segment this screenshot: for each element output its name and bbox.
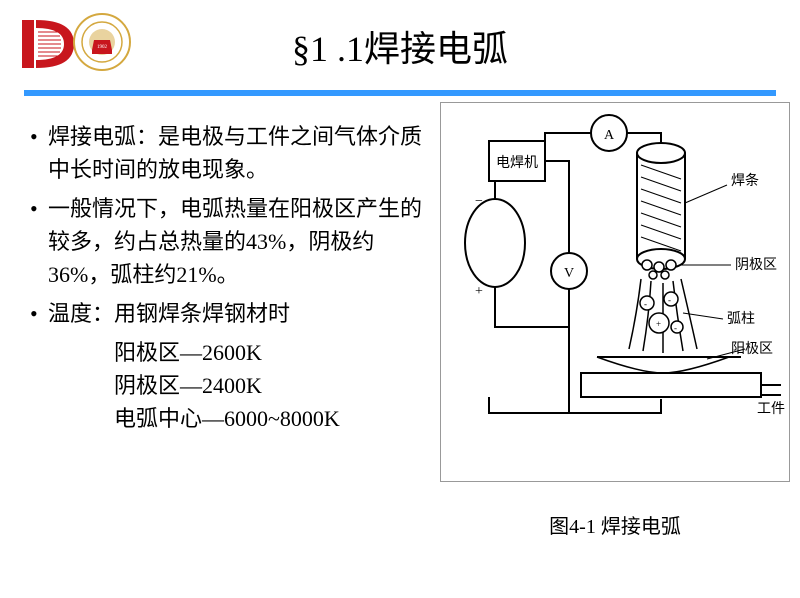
welder-label: 电焊机: [496, 155, 538, 171]
svg-text:-: -: [674, 323, 677, 333]
bullet-list: •焊接电弧：是电极与工件之间气体介质中长时间的放电现象。 •一般情况下，电弧热量…: [24, 120, 434, 435]
cathode-zone: [642, 260, 676, 279]
temp-1: 阳极区—2600K: [24, 336, 434, 369]
figure-caption: 图4-1 焊接电弧: [440, 510, 790, 539]
workpiece-label: 工件: [757, 401, 785, 417]
ammeter-label: A: [604, 128, 615, 143]
svg-text:-: -: [644, 299, 647, 309]
logo-seal: 1902: [74, 14, 130, 70]
temp-2: 阴极区—2400K: [24, 369, 434, 402]
welding-arc-diagram: - - + - 电焊机 A V − + 焊条 阴极区: [440, 102, 790, 482]
svg-text:+: +: [656, 319, 661, 329]
power-source: [465, 199, 525, 287]
voltmeter-label: V: [564, 266, 574, 281]
logo-red-10: [22, 20, 74, 68]
bullet-2: 一般情况下，电弧热量在阳极区产生的较多，约占总热量的43%，阴极约36%，弧柱约…: [48, 192, 434, 291]
arc-column: - - + -: [629, 279, 697, 353]
svg-text:1902: 1902: [97, 45, 108, 50]
electrode-label: 焊条: [731, 172, 759, 189]
cathode-label: 阴极区: [735, 257, 777, 273]
minus-label: −: [475, 194, 483, 209]
arc-label: 弧柱: [727, 311, 755, 327]
bullet-3: 温度：用钢焊条焊钢材时: [48, 297, 434, 330]
plus-label: +: [475, 284, 483, 299]
bullet-1: 焊接电弧：是电极与工件之间气体介质中长时间的放电现象。: [48, 120, 434, 186]
divider-bar: [24, 90, 776, 96]
university-logo: 1902: [14, 10, 134, 79]
svg-text:-: -: [668, 295, 671, 305]
electrode-top: [637, 143, 685, 163]
anode-label: 阳极区: [731, 341, 773, 357]
temp-3: 电弧中心—6000~8000K: [24, 402, 434, 435]
workpiece: [581, 357, 781, 397]
slide-title: §1 .1焊接电弧: [292, 20, 508, 72]
